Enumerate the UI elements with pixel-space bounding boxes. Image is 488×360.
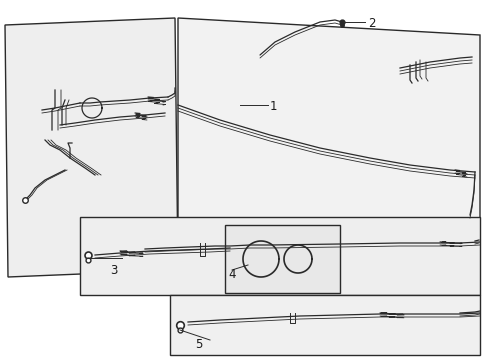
Polygon shape xyxy=(80,217,479,295)
Text: 1: 1 xyxy=(269,99,277,113)
Text: 4: 4 xyxy=(227,267,235,280)
Polygon shape xyxy=(5,18,178,277)
Polygon shape xyxy=(170,295,479,355)
Text: 5: 5 xyxy=(195,338,202,351)
Polygon shape xyxy=(178,18,479,295)
Text: 2: 2 xyxy=(367,17,375,30)
Polygon shape xyxy=(224,225,339,293)
Text: 3: 3 xyxy=(110,264,117,276)
